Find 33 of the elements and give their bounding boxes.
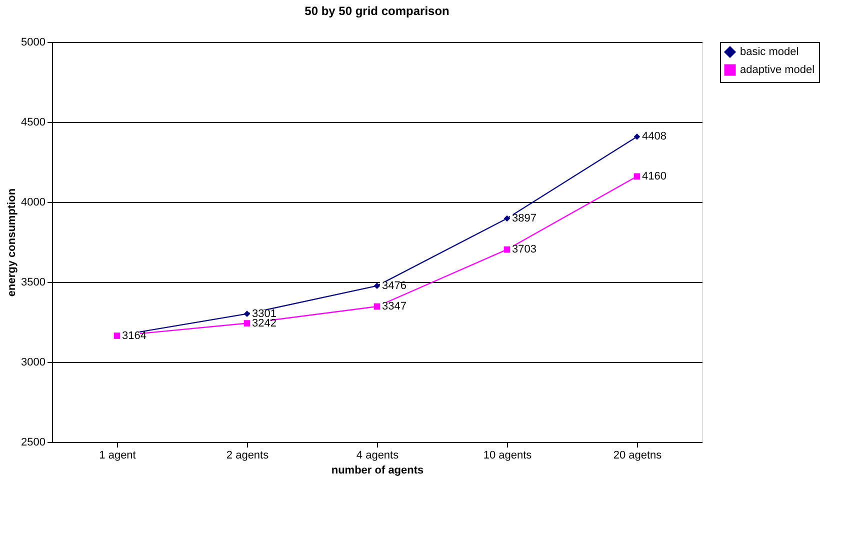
y-tick-label: 3000 xyxy=(21,356,46,368)
data-label: 3897 xyxy=(512,212,536,224)
chart-title: 50 by 50 grid comparison xyxy=(304,4,450,18)
x-tick-label: 10 agents xyxy=(483,450,532,462)
x-tick-label: 4 agents xyxy=(356,450,400,462)
x-axis-title: number of agents xyxy=(331,464,424,476)
data-label: 3703 xyxy=(512,244,536,256)
data-label: 3164 xyxy=(122,330,146,342)
y-tick-label: 5000 xyxy=(21,36,46,48)
data-label: 3242 xyxy=(252,317,276,330)
data-label: 4160 xyxy=(642,170,666,182)
y-tick-label: 4000 xyxy=(21,196,46,208)
point xyxy=(634,134,640,140)
x-tick-label: 20 agetns xyxy=(613,450,662,462)
y-tick-label: 4500 xyxy=(21,116,46,128)
point xyxy=(244,310,250,317)
point xyxy=(374,303,380,310)
y-tick-label: 2500 xyxy=(21,436,46,448)
point xyxy=(634,173,640,180)
point xyxy=(504,246,510,253)
point xyxy=(374,282,380,289)
data-label: 3301 xyxy=(252,308,276,320)
x-tick-label: 1 agent xyxy=(99,450,136,462)
point xyxy=(504,215,510,222)
point xyxy=(244,320,250,326)
data-label: 4408 xyxy=(642,130,666,143)
data-label: 3476 xyxy=(382,280,406,292)
data-label: 3347 xyxy=(382,300,406,312)
x-tick-label: 2 agents xyxy=(226,450,270,462)
y-axis-title: energy consumption xyxy=(6,188,18,297)
y-tick-label: 3500 xyxy=(21,276,46,288)
legend-label: adaptive model xyxy=(740,64,815,76)
legend-label: basic model xyxy=(740,46,799,58)
